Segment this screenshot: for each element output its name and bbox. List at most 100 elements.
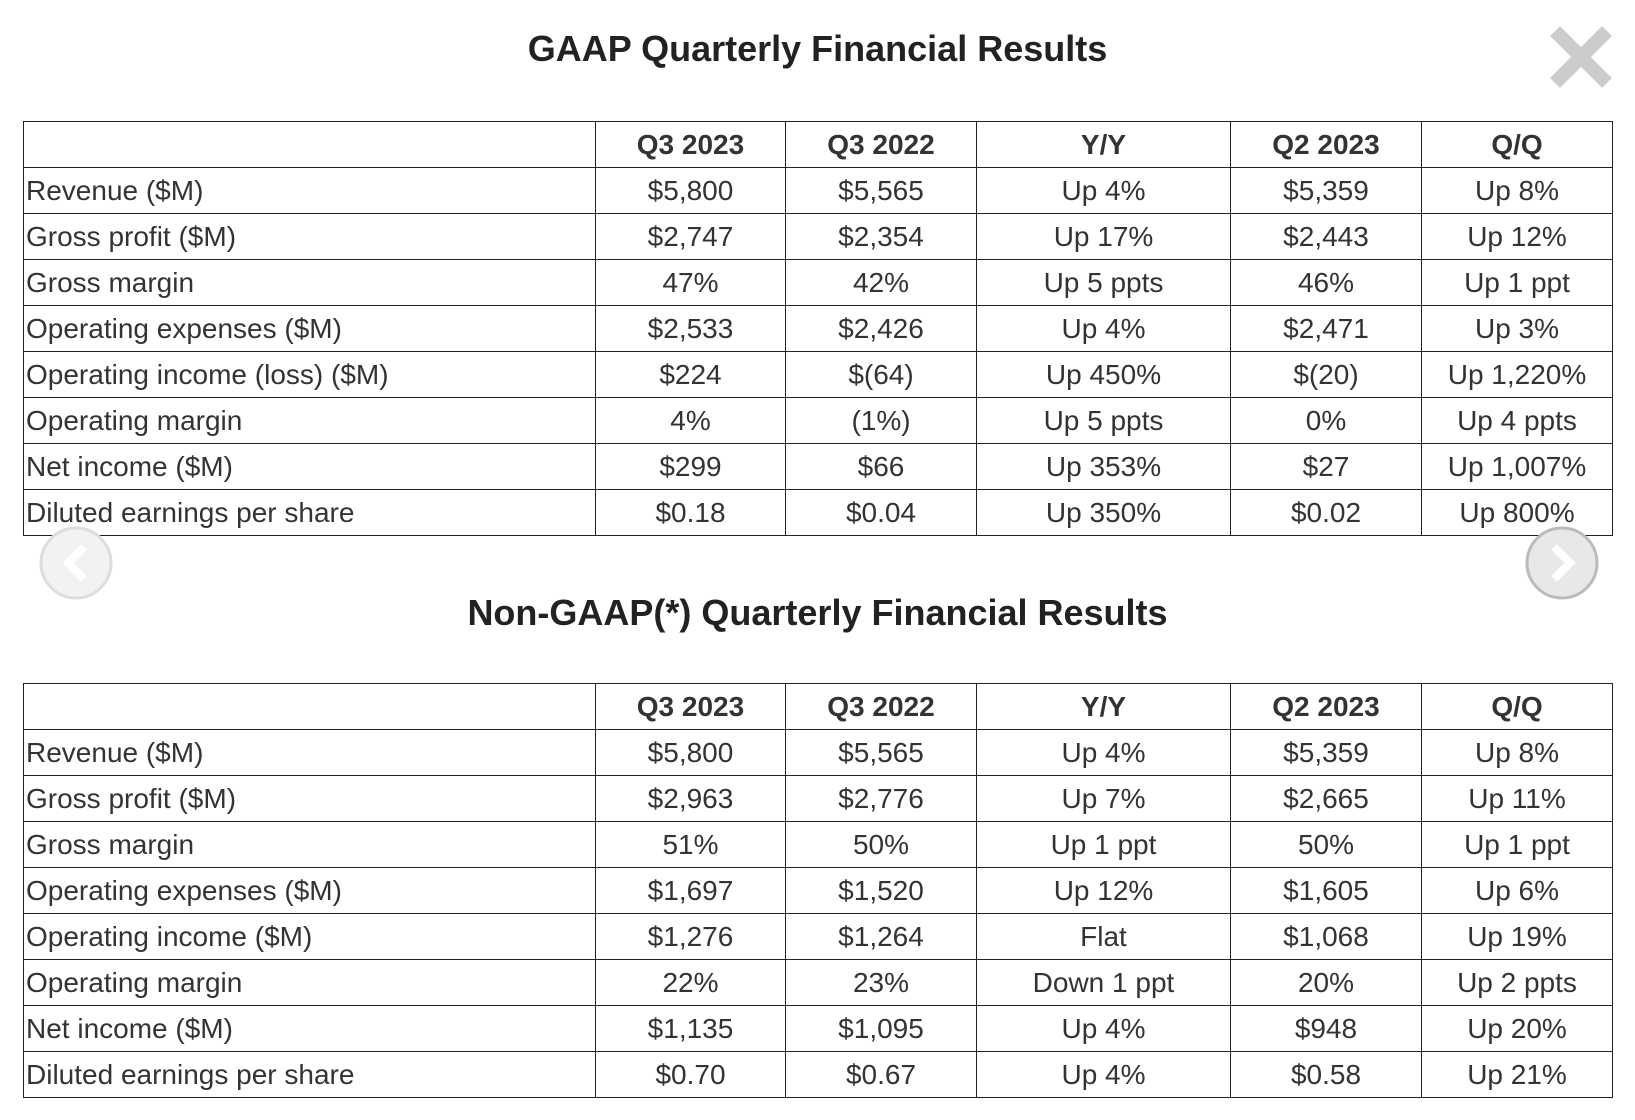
header-cell: Y/Y (976, 683, 1231, 730)
cell: $2,533 (595, 305, 786, 352)
cell: Up 800% (1421, 489, 1613, 536)
row-label: Gross margin (23, 259, 596, 306)
cell: $0.58 (1230, 1051, 1422, 1098)
cell: Up 17% (976, 213, 1231, 260)
cell: $5,565 (785, 167, 977, 214)
cell: $2,665 (1230, 775, 1422, 822)
row-label: Gross margin (23, 821, 596, 868)
header-cell: Y/Y (976, 121, 1231, 168)
data-row: Operating income (loss) ($M) $224 $(64) Up … (23, 351, 1613, 398)
row-label: Gross profit ($M) (23, 775, 596, 822)
data-row: Operating expenses ($M) $1,697 $1,520 Up 12… (23, 867, 1613, 914)
cell: $2,443 (1230, 213, 1422, 260)
cell: $5,800 (595, 167, 786, 214)
header-cell: Q/Q (1421, 121, 1613, 168)
data-row: Operating margin 4% (1%) Up 5 ppts 0% Up 4 pp… (23, 397, 1613, 444)
header-row: Q3 2023 Q3 2022 Y/Y Q2 2023 Q/Q (23, 121, 1613, 168)
header-cell: Q2 2023 (1230, 683, 1422, 730)
row-label: Net income ($M) (23, 443, 596, 490)
cell: Up 8% (1421, 729, 1613, 776)
header-row: Q3 2023 Q3 2022 Y/Y Q2 2023 Q/Q (23, 683, 1613, 730)
row-label: Operating margin (23, 397, 596, 444)
cell: 42% (785, 259, 977, 306)
cell: $0.18 (595, 489, 786, 536)
cell: Flat (976, 913, 1231, 960)
data-row: Operating income ($M) $1,276 $1,264 Flat $1,… (23, 913, 1613, 960)
table-title: GAAP Quarterly Financial Results (527, 28, 1108, 69)
cell: 50% (785, 821, 977, 868)
cell: $2,747 (595, 213, 786, 260)
cell: Up 21% (1421, 1051, 1613, 1098)
header-cell: Q3 2022 (785, 121, 977, 168)
cell: $2,354 (785, 213, 977, 260)
cell: Up 350% (976, 489, 1231, 536)
cell: $2,776 (785, 775, 977, 822)
cell: Up 20% (1421, 1005, 1613, 1052)
data-row: Diluted earnings per share $0.70 $0.67 Up 4… (23, 1051, 1613, 1098)
cell: Up 1 ppt (1421, 821, 1613, 868)
cell: 46% (1230, 259, 1422, 306)
header-cell: Q3 2023 (595, 683, 786, 730)
row-label: Net income ($M) (23, 1005, 596, 1052)
header-cell: Q3 2022 (785, 683, 977, 730)
header-cell: Q3 2023 (595, 121, 786, 168)
data-row: Net income ($M) $1,135 $1,095 Up 4% $948 Up 2… (23, 1005, 1613, 1052)
data-row: Gross margin 47% 42% Up 5 ppts 46% Up 1 ppt (23, 259, 1613, 306)
data-row: Gross profit ($M) $2,747 $2,354 Up 17% $2,44… (23, 213, 1613, 260)
row-label: Diluted earnings per share (23, 489, 596, 536)
cell: $5,565 (785, 729, 977, 776)
row-label: Revenue ($M) (23, 729, 596, 776)
cell: $224 (595, 351, 786, 398)
close-button[interactable] (1550, 26, 1612, 88)
cell: 47% (595, 259, 786, 306)
next-button[interactable] (1524, 525, 1600, 601)
results-table: Q3 2023 Q3 2022 Y/Y Q2 2023 Q/Q Revenue ($M) $… (23, 121, 1613, 536)
results-table: Q3 2023 Q3 2022 Y/Y Q2 2023 Q/Q Revenue ($M) $… (23, 683, 1613, 1098)
row-label: Gross profit ($M) (23, 213, 596, 260)
cell: $0.70 (595, 1051, 786, 1098)
header-cell (23, 683, 596, 730)
row-label: Operating expenses ($M) (23, 867, 596, 914)
header-cell: Q2 2023 (1230, 121, 1422, 168)
header-cell: Q/Q (1421, 683, 1613, 730)
row-label: Operating income ($M) (23, 913, 596, 960)
previous-button[interactable] (38, 525, 114, 601)
cell: Up 1,007% (1421, 443, 1613, 490)
cell: Up 4% (976, 1051, 1231, 1098)
cell: $1,095 (785, 1005, 977, 1052)
cell: $27 (1230, 443, 1422, 490)
cell: $66 (785, 443, 977, 490)
data-row: Revenue ($M) $5,800 $5,565 Up 4% $5,359 Up 8% (23, 729, 1613, 776)
row-label: Operating expenses ($M) (23, 305, 596, 352)
cell: $1,697 (595, 867, 786, 914)
table-title: Non-GAAP(*) Quarterly Financial Results (467, 592, 1168, 633)
cell: Down 1 ppt (976, 959, 1231, 1006)
cell: Up 4% (976, 729, 1231, 776)
cell: $5,359 (1230, 729, 1422, 776)
data-row: Operating margin 22% 23% Down 1 ppt 20% Up 2 … (23, 959, 1613, 1006)
cell: $0.67 (785, 1051, 977, 1098)
cell: Up 4% (976, 1005, 1231, 1052)
cell: $1,068 (1230, 913, 1422, 960)
cell: $2,426 (785, 305, 977, 352)
cell: Up 450% (976, 351, 1231, 398)
cell: Up 19% (1421, 913, 1613, 960)
cell: Up 2 ppts (1421, 959, 1613, 1006)
cell: $1,135 (595, 1005, 786, 1052)
cell: $2,471 (1230, 305, 1422, 352)
cell: Up 6% (1421, 867, 1613, 914)
cell: $2,963 (595, 775, 786, 822)
header-cell (23, 121, 596, 168)
cell: $(20) (1230, 351, 1422, 398)
data-row: Net income ($M) $299 $66 Up 353% $27 Up 1,007… (23, 443, 1613, 490)
cell: $1,605 (1230, 867, 1422, 914)
cell: $1,520 (785, 867, 977, 914)
cell: 20% (1230, 959, 1422, 1006)
cell: Up 4 ppts (1421, 397, 1613, 444)
cell: 23% (785, 959, 977, 1006)
cell: $(64) (785, 351, 977, 398)
row-label: Operating income (loss) ($M) (23, 351, 596, 398)
cell: 4% (595, 397, 786, 444)
cell: Up 353% (976, 443, 1231, 490)
